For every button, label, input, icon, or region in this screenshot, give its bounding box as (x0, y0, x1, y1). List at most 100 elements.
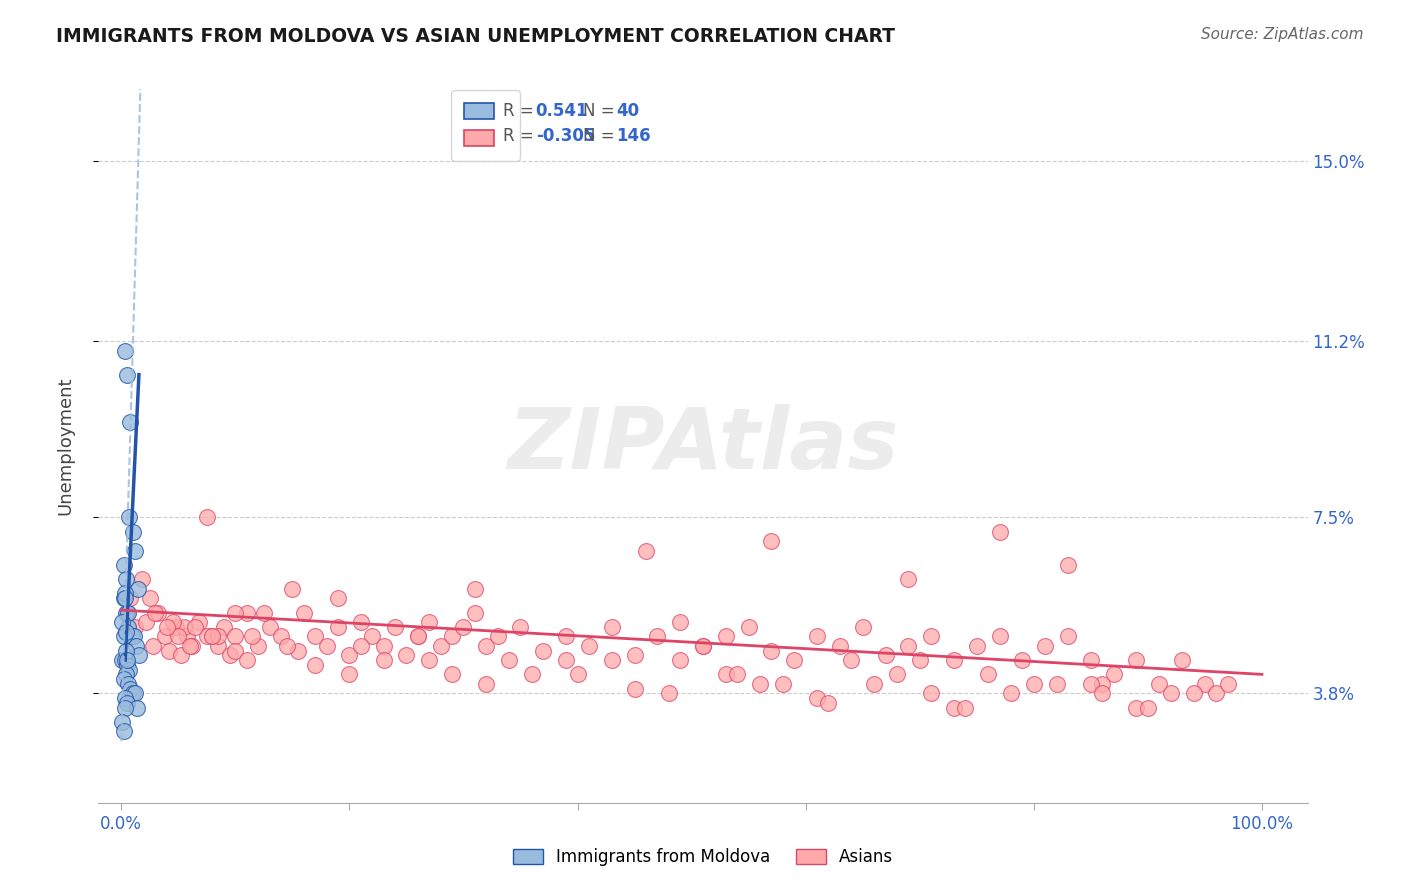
Point (195, 510, 218, 524)
Point (111, 653, 134, 667)
Point (114, 586, 136, 600)
Point (475, 677, 498, 691)
Point (509, 620, 531, 634)
Text: 146: 146 (616, 127, 651, 145)
Point (361, 629, 384, 643)
Point (977, 667, 1000, 681)
Point (669, 653, 692, 667)
Point (270, 629, 292, 643)
Point (1160, 686, 1182, 700)
Point (115, 657, 138, 672)
Point (418, 653, 440, 667)
Point (761, 534, 783, 549)
Point (224, 643, 246, 657)
Point (373, 639, 395, 653)
Point (623, 681, 645, 696)
Point (179, 639, 201, 653)
Point (142, 639, 165, 653)
Point (406, 629, 429, 643)
Point (111, 615, 134, 629)
Point (125, 639, 148, 653)
Text: 40: 40 (616, 102, 638, 120)
Point (121, 686, 143, 700)
Point (761, 643, 783, 657)
Point (118, 510, 141, 524)
Point (115, 696, 138, 710)
Text: R =: R = (503, 102, 540, 120)
Point (464, 582, 486, 596)
Point (337, 667, 360, 681)
Point (112, 558, 135, 572)
Point (418, 615, 440, 629)
Point (634, 543, 657, 558)
Point (555, 629, 578, 643)
Point (218, 648, 240, 663)
Point (897, 572, 920, 586)
Point (567, 667, 589, 681)
Point (406, 629, 429, 643)
Point (304, 657, 326, 672)
Point (153, 629, 176, 643)
Point (1125, 700, 1147, 714)
Point (395, 648, 418, 663)
Text: -0.305: -0.305 (536, 127, 595, 145)
Point (114, 591, 136, 606)
Point (115, 368, 138, 382)
Point (647, 629, 669, 643)
Point (350, 615, 373, 629)
Point (486, 629, 509, 643)
Point (135, 615, 157, 629)
Point (692, 639, 714, 653)
Point (112, 672, 135, 686)
Point (124, 543, 146, 558)
Text: 0.541: 0.541 (536, 102, 588, 120)
Point (966, 639, 988, 653)
Point (157, 643, 180, 657)
Point (114, 691, 136, 706)
Point (117, 620, 139, 634)
Point (181, 639, 204, 653)
Point (115, 653, 138, 667)
Point (1011, 653, 1033, 667)
Point (224, 629, 246, 643)
Text: IMMIGRANTS FROM MOLDOVA VS ASIAN UNEMPLOYMENT CORRELATION CHART: IMMIGRANTS FROM MOLDOVA VS ASIAN UNEMPLO… (56, 27, 896, 45)
Point (124, 686, 146, 700)
Point (453, 620, 475, 634)
Y-axis label: Unemployment: Unemployment (56, 376, 75, 516)
Point (122, 629, 145, 643)
Point (315, 639, 337, 653)
Point (955, 700, 977, 714)
Point (875, 648, 897, 663)
Point (156, 620, 179, 634)
Point (886, 667, 908, 681)
Point (195, 629, 218, 643)
Point (139, 591, 162, 606)
Point (117, 677, 139, 691)
Point (1136, 700, 1159, 714)
Point (429, 639, 451, 653)
Point (114, 343, 136, 358)
Point (212, 620, 235, 634)
Point (1022, 677, 1045, 691)
Point (897, 639, 920, 653)
Point (749, 677, 772, 691)
Point (1080, 677, 1102, 691)
Point (127, 700, 149, 714)
Point (806, 691, 828, 706)
Point (942, 653, 965, 667)
Point (531, 643, 554, 657)
Point (242, 629, 264, 643)
Point (131, 572, 153, 586)
Point (145, 606, 167, 620)
Point (1216, 677, 1239, 691)
Point (114, 624, 136, 639)
Point (1000, 686, 1022, 700)
Point (817, 696, 839, 710)
Point (725, 667, 748, 681)
Point (658, 686, 681, 700)
Point (112, 724, 135, 739)
Point (201, 629, 224, 643)
Point (600, 653, 623, 667)
Point (121, 629, 143, 643)
Point (121, 524, 143, 539)
